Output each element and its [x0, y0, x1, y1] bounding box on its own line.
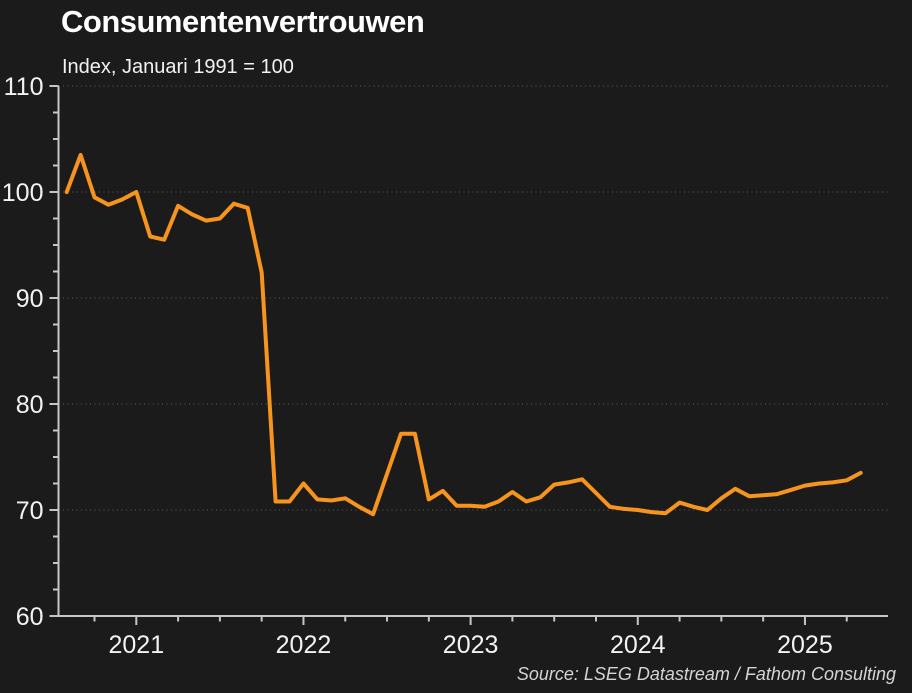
gridlines — [58, 85, 888, 511]
x-year-label: 2022 — [276, 631, 332, 659]
y-tick-label: 110 — [4, 73, 44, 101]
y-tick-label: 80 — [16, 391, 44, 419]
chart-title: Consumentenvertrouwen — [61, 4, 425, 39]
y-tick-label: 70 — [16, 497, 44, 525]
y-tick-label: 60 — [16, 603, 44, 631]
y-tick-label: 90 — [16, 285, 44, 313]
x-year-label: 2021 — [108, 631, 164, 659]
y-tick-label: 100 — [2, 179, 44, 207]
axes: 60 70 80 90 100 110 2021 2022 2023 2024 2025 — [2, 73, 888, 659]
chart-subtitle: Index, Januari 1991 = 100 — [62, 56, 294, 78]
x-year-label: 2023 — [443, 631, 499, 659]
confidence-line-series — [64, 152, 863, 517]
x-year-label: 2024 — [610, 631, 666, 659]
source-note: Source: LSEG Datastream / Fathom Consult… — [516, 664, 896, 684]
x-year-label: 2025 — [777, 631, 833, 659]
